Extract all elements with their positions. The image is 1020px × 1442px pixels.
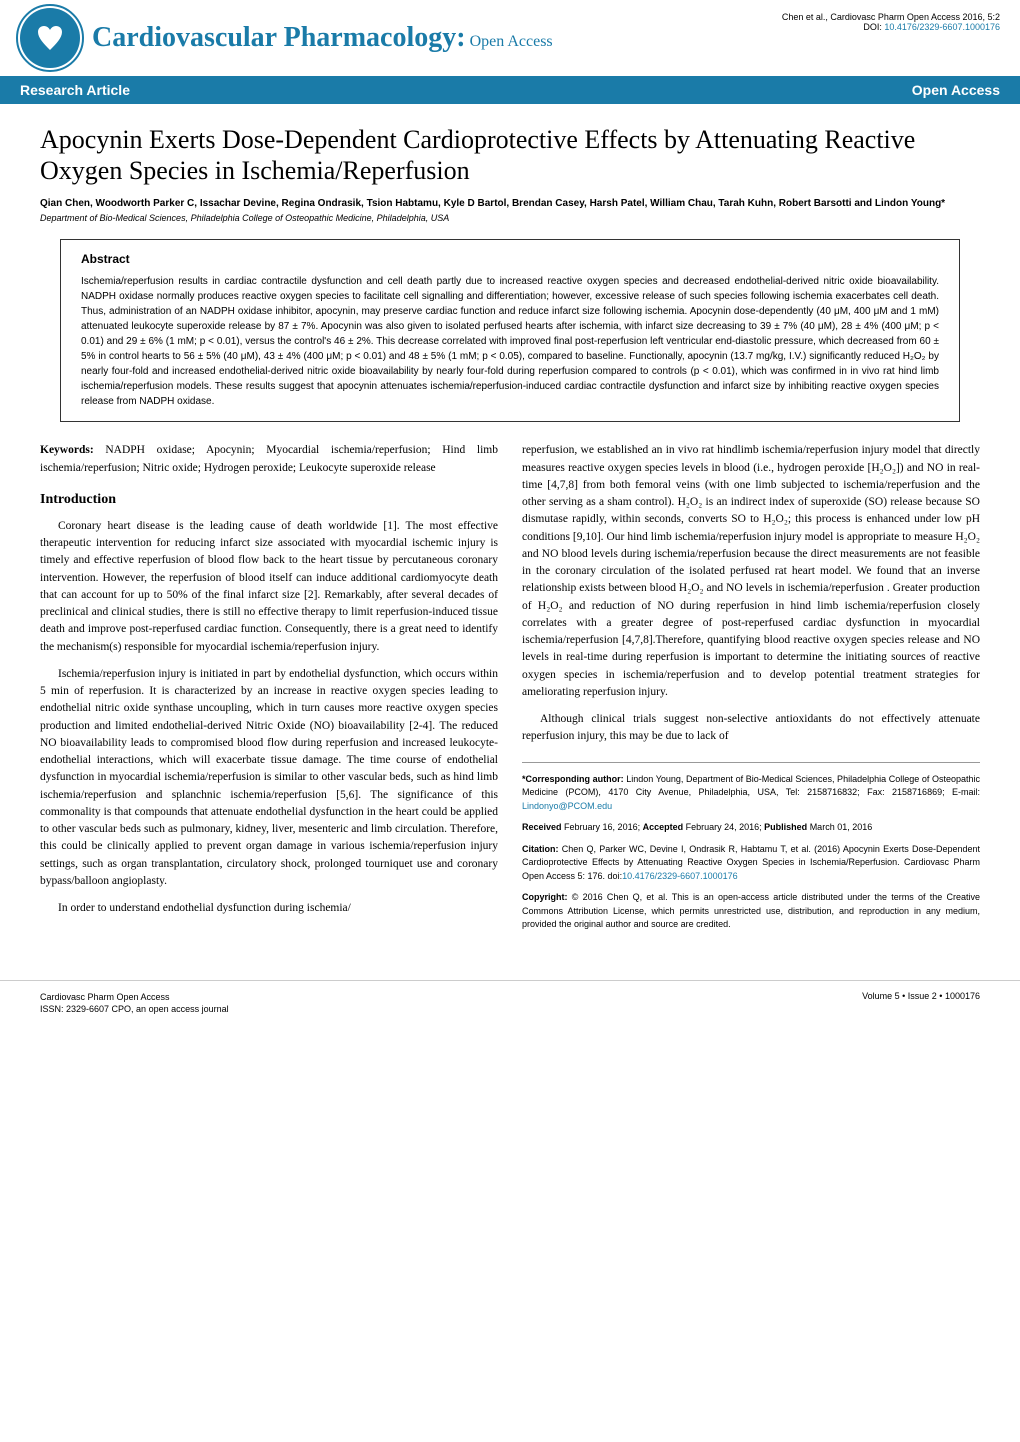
page-footer: Cardiovasc Pharm Open Access ISSN: 2329-… — [0, 980, 1020, 1036]
header-bar: Cardiovascular Pharmacology: Open Access… — [0, 0, 1020, 76]
authors: Qian Chen, Woodworth Parker C, Issachar … — [40, 198, 980, 209]
intro-para-2: Ischemia/reperfusion injury is initiated… — [40, 666, 498, 890]
two-column-layout: Keywords: NADPH oxidase; Apocynin; Myoca… — [40, 442, 980, 939]
footer-journal: Cardiovasc Pharm Open Access — [40, 991, 229, 1004]
article-title: Apocynin Exerts Dose-Dependent Cardiopro… — [40, 124, 980, 186]
abstract-text: Ischemia/reperfusion results in cardiac … — [81, 274, 939, 409]
corresponding-block: *Corresponding author: Lindon Young, Dep… — [522, 773, 980, 814]
affiliation: Department of Bio-Medical Sciences, Phil… — [40, 213, 980, 223]
abstract-heading: Abstract — [81, 252, 939, 266]
logo-container: Cardiovascular Pharmacology: Open Access — [20, 8, 553, 68]
citation-text: Chen Q, Parker WC, Devine I, Ondrasik R,… — [522, 844, 980, 881]
journal-subtitle: Open Access — [470, 33, 553, 50]
accepted-label: Accepted — [643, 822, 684, 832]
copyright-label: Copyright: — [522, 892, 568, 902]
published-label: Published — [764, 822, 807, 832]
doi-link[interactable]: 10.4176/2329-6607.1000176 — [884, 22, 1000, 32]
keywords-text: NADPH oxidase; Apocynin; Myocardial isch… — [40, 444, 498, 473]
footer-issn: ISSN: 2329-6607 CPO, an open access jour… — [40, 1003, 229, 1016]
left-column: Keywords: NADPH oxidase; Apocynin; Myoca… — [40, 442, 498, 939]
citation-block: Citation: Chen Q, Parker WC, Devine I, O… — [522, 843, 980, 884]
doi-line: DOI: 10.4176/2329-6607.1000176 — [782, 22, 1000, 32]
dates-block: Received February 16, 2016; Accepted Feb… — [522, 821, 980, 835]
article-type: Research Article — [20, 82, 130, 98]
corresponding-label: *Corresponding author: — [522, 774, 624, 784]
intro-para-3: In order to understand endothelial dysfu… — [40, 900, 498, 917]
keywords-label: Keywords: — [40, 444, 94, 456]
right-para-1: reperfusion, we established an in vivo r… — [522, 442, 980, 701]
citation-label: Citation: — [522, 844, 559, 854]
intro-heading: Introduction — [40, 489, 498, 510]
journal-title: Cardiovascular Pharmacology: — [92, 22, 466, 53]
keywords-block: Keywords: NADPH oxidase; Apocynin; Myoca… — [40, 442, 498, 477]
footer-left: Cardiovasc Pharm Open Access ISSN: 2329-… — [40, 991, 229, 1016]
corresponding-email[interactable]: Lindonyo@PCOM.edu — [522, 801, 612, 811]
journal-title-block: Cardiovascular Pharmacology: Open Access — [92, 22, 553, 54]
section-banner: Research Article Open Access — [0, 76, 1020, 104]
copyright-text: © 2016 Chen Q, et al. This is an open-ac… — [522, 892, 980, 929]
content: Apocynin Exerts Dose-Dependent Cardiopro… — [0, 104, 1020, 960]
citation-doi[interactable]: 10.4176/2329-6607.1000176 — [622, 871, 738, 881]
abstract-box: Abstract Ischemia/reperfusion results in… — [60, 239, 960, 422]
heart-icon — [34, 22, 66, 54]
access-type: Open Access — [912, 82, 1000, 98]
right-column: reperfusion, we established an in vivo r… — [522, 442, 980, 939]
divider — [522, 762, 980, 763]
citation-info: Chen et al., Cardiovasc Pharm Open Acces… — [782, 12, 1000, 32]
copyright-block: Copyright: © 2016 Chen Q, et al. This is… — [522, 891, 980, 932]
intro-para-1: Coronary heart disease is the leading ca… — [40, 518, 498, 656]
citation-line: Chen et al., Cardiovasc Pharm Open Acces… — [782, 12, 1000, 22]
journal-logo-icon — [20, 8, 80, 68]
right-para-2: Although clinical trials suggest non-sel… — [522, 711, 980, 746]
footer-right: Volume 5 • Issue 2 • 1000176 — [862, 991, 980, 1016]
received-label: Received — [522, 822, 562, 832]
